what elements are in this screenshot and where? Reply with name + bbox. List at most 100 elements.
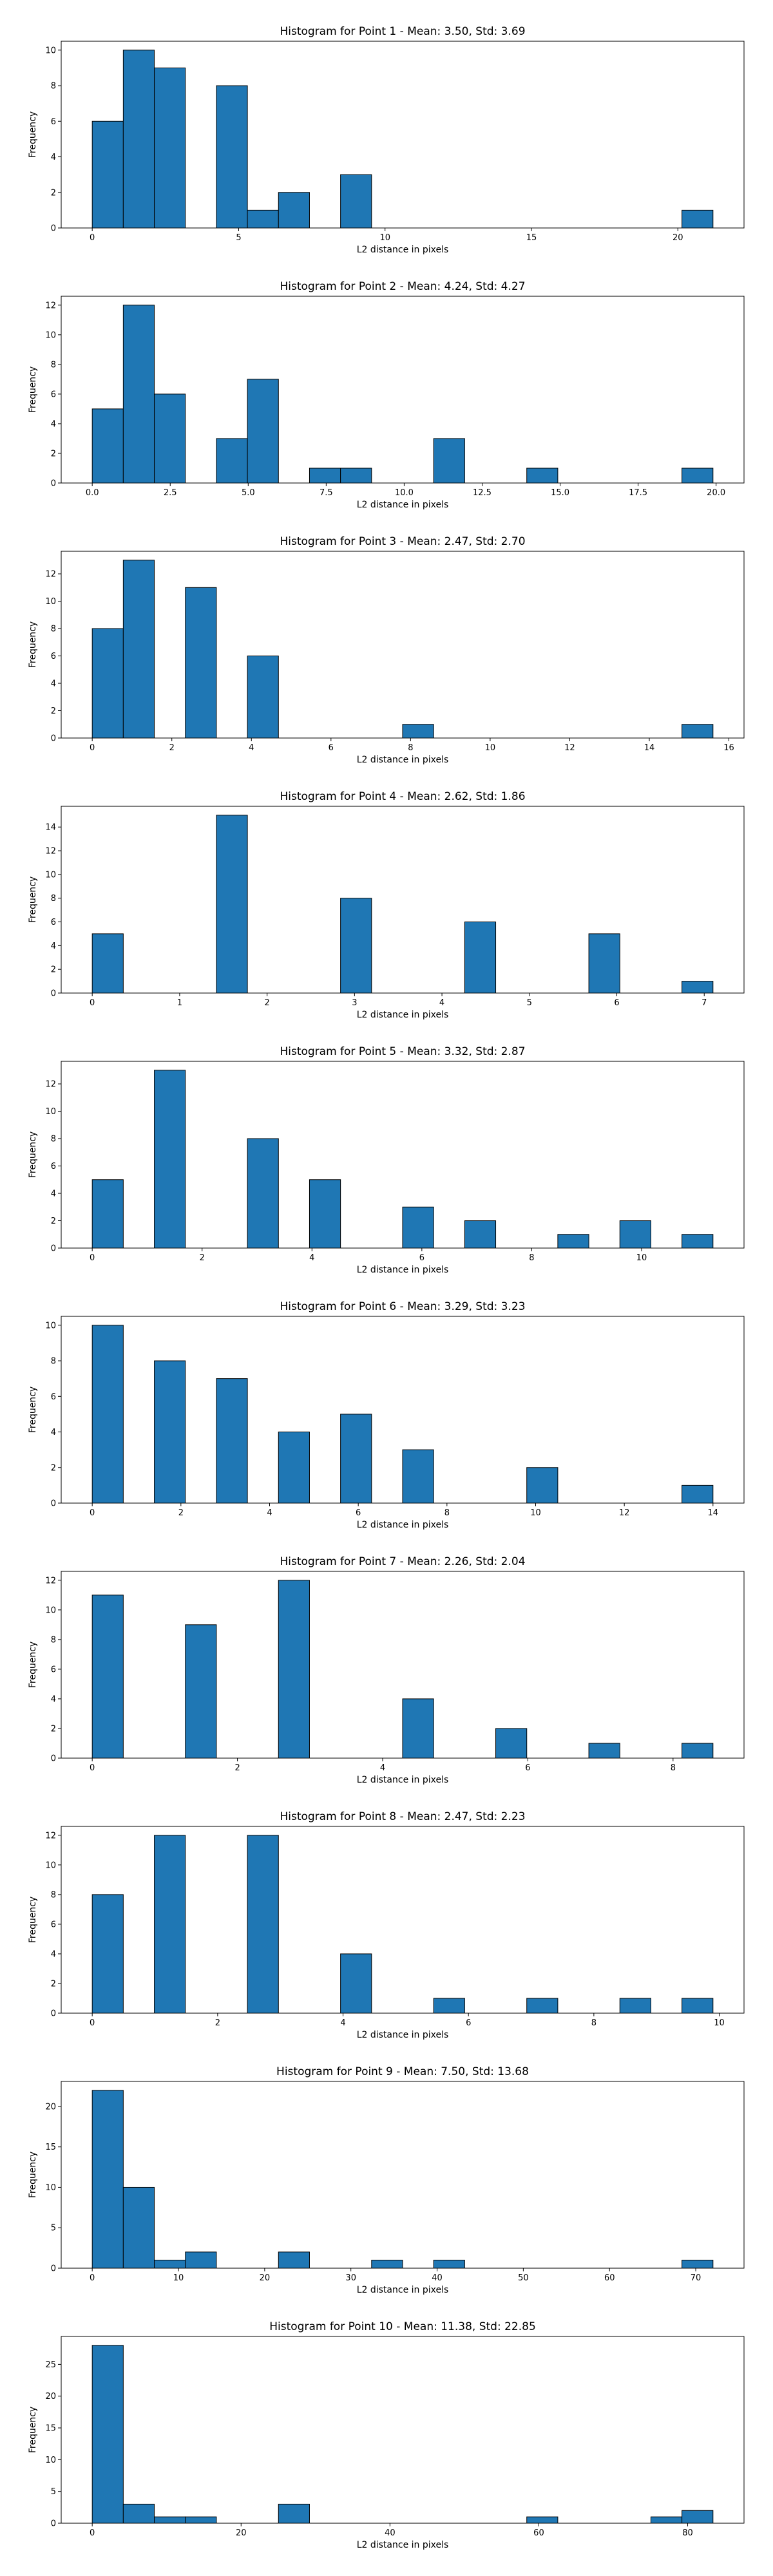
chart-title: Histogram for Point 5 - Mean: 3.32, Std:… xyxy=(280,1045,525,1058)
y-tick-label: 0 xyxy=(51,1754,56,1764)
histogram-bar xyxy=(309,1179,341,1249)
histogram-bar xyxy=(557,1234,589,1249)
x-tick-label: 2 xyxy=(215,2018,220,2028)
histogram-bar xyxy=(619,1220,651,1249)
histogram-chart: Histogram for Point 8 - Mean: 2.47, Std:… xyxy=(28,1810,745,2040)
histogram-bar xyxy=(154,1070,186,1249)
x-tick-label: 80 xyxy=(682,2528,693,2538)
x-tick-label: 0 xyxy=(90,2018,95,2028)
histogram-bar xyxy=(154,1835,186,2014)
histogram-bar xyxy=(588,933,620,994)
histogram-bar xyxy=(340,468,372,484)
y-tick-label: 0 xyxy=(51,1244,56,1254)
histogram-bar xyxy=(216,815,248,994)
x-tick-label: 6 xyxy=(419,1253,425,1263)
axes-frame xyxy=(61,2081,745,2269)
x-tick-label: 4 xyxy=(380,1763,385,1773)
y-axis-label: Frequency xyxy=(28,1642,38,1688)
y-tick-label: 8 xyxy=(51,894,56,904)
y-axis-label: Frequency xyxy=(28,111,38,158)
histogram-bar xyxy=(278,2251,310,2269)
x-tick-label: 2 xyxy=(234,1763,240,1773)
y-tick-label: 6 xyxy=(51,1162,56,1171)
y-tick-label: 2 xyxy=(51,706,56,716)
x-tick-label: 16 xyxy=(723,743,734,753)
y-tick-label: 10 xyxy=(45,1107,56,1117)
histogram-bar xyxy=(247,1835,279,2014)
histogram-bar xyxy=(340,174,372,229)
histogram-bar xyxy=(185,2251,217,2269)
chart-title: Histogram for Point 7 - Mean: 2.26, Std:… xyxy=(280,1555,525,1568)
y-tick-label: 6 xyxy=(51,390,56,399)
x-tick-label: 12 xyxy=(619,1508,630,1518)
x-tick-label: 2 xyxy=(264,998,269,1008)
y-tick-label: 4 xyxy=(51,153,56,162)
histogram-bar xyxy=(526,1467,558,1504)
y-tick-label: 20 xyxy=(45,2102,56,2112)
axes-frame xyxy=(61,1826,745,2014)
x-tick-label: 1 xyxy=(177,998,182,1008)
y-tick-label: 2 xyxy=(51,1217,56,1226)
x-tick-label: 5 xyxy=(527,998,532,1008)
x-axis-label: L2 distance in pixels xyxy=(357,2285,449,2295)
histogram-bar xyxy=(91,2345,124,2524)
x-tick-label: 30 xyxy=(345,2273,356,2283)
x-axis-label: L2 distance in pixels xyxy=(357,1010,449,1020)
histogram-bar xyxy=(122,2503,155,2524)
histogram-bar xyxy=(309,468,341,484)
histogram-bar xyxy=(340,898,372,994)
axes-frame xyxy=(61,41,745,229)
histogram-bar xyxy=(650,2516,683,2524)
x-tick-label: 2.5 xyxy=(164,488,177,498)
histogram-bar xyxy=(402,1698,434,1759)
x-tick-label: 15 xyxy=(526,233,537,243)
x-tick-label: 15.0 xyxy=(551,488,569,498)
histogram-bar xyxy=(682,1234,714,1249)
x-tick-label: 0 xyxy=(90,2528,95,2538)
x-tick-label: 12 xyxy=(564,743,575,753)
y-tick-label: 10 xyxy=(45,2183,56,2193)
x-tick-label: 10 xyxy=(714,2018,725,2028)
x-axis-label: L2 distance in pixels xyxy=(357,755,449,765)
y-tick-label: 2 xyxy=(51,1463,56,1473)
y-tick-label: 5 xyxy=(51,2487,56,2497)
histogram-bar xyxy=(154,393,186,484)
histogram-bar xyxy=(278,1432,310,1504)
histogram-bar xyxy=(122,2186,155,2269)
x-tick-label: 10 xyxy=(485,743,496,753)
y-tick-label: 25 xyxy=(45,2360,56,2370)
y-tick-label: 6 xyxy=(51,1392,56,1402)
x-tick-label: 6 xyxy=(614,998,619,1008)
y-tick-label: 6 xyxy=(51,1920,56,1929)
x-tick-label: 0 xyxy=(90,233,95,243)
y-tick-label: 10 xyxy=(45,597,56,607)
x-tick-label: 0 xyxy=(90,1508,95,1518)
y-tick-label: 0 xyxy=(51,479,56,489)
x-tick-label: 0.0 xyxy=(86,488,99,498)
x-tick-label: 2 xyxy=(169,743,175,753)
y-tick-label: 2 xyxy=(51,188,56,198)
x-tick-label: 6 xyxy=(329,743,334,753)
chart-title: Histogram for Point 2 - Mean: 4.24, Std:… xyxy=(280,280,525,293)
y-tick-label: 8 xyxy=(51,625,56,634)
histogram-bar xyxy=(433,2259,465,2269)
histogram-bar xyxy=(278,192,310,229)
x-tick-label: 7.5 xyxy=(320,488,333,498)
histogram-chart: Histogram for Point 2 - Mean: 4.24, Std:… xyxy=(28,280,745,510)
y-tick-label: 10 xyxy=(45,1321,56,1331)
y-axis-label: Frequency xyxy=(28,876,38,923)
x-tick-label: 6 xyxy=(525,1763,530,1773)
histogram-bar xyxy=(91,1894,124,2014)
histogram-bar xyxy=(682,1998,714,2014)
chart-title: Histogram for Point 6 - Mean: 3.29, Std:… xyxy=(280,1300,525,1313)
histogram-chart: Histogram for Point 10 - Mean: 11.38, St… xyxy=(28,2320,745,2550)
x-tick-label: 70 xyxy=(691,2273,701,2283)
x-tick-label: 6 xyxy=(466,2018,471,2028)
histogram-bar xyxy=(433,1998,465,2014)
x-tick-label: 14 xyxy=(644,743,655,753)
y-tick-label: 10 xyxy=(45,1605,56,1615)
axes-frame xyxy=(61,806,745,994)
x-axis-label: L2 distance in pixels xyxy=(357,2030,449,2040)
y-tick-label: 4 xyxy=(51,1949,56,1959)
x-tick-label: 50 xyxy=(518,2273,529,2283)
